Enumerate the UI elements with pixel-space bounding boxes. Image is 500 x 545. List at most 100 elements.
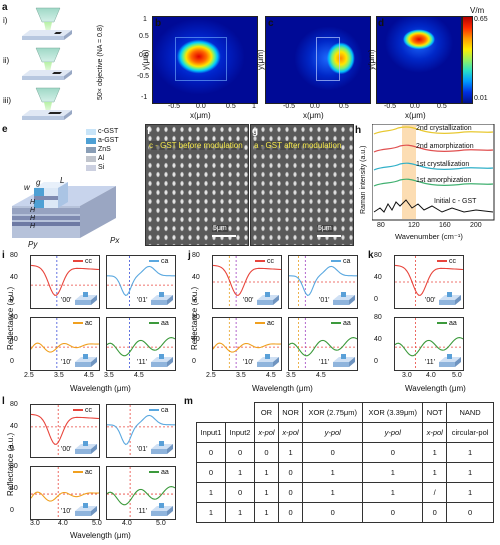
table-cell: 0 — [277, 502, 304, 523]
table-cell: 1 — [195, 482, 227, 503]
legend-swatch — [73, 409, 83, 411]
table-cell: / — [422, 482, 448, 503]
reflect-xtick: 4.5 — [266, 372, 276, 379]
subplot-canvas — [395, 318, 463, 370]
table-cell: 0 — [195, 442, 227, 463]
state-code: '11' — [137, 359, 147, 366]
reflect-ytick: 40 — [10, 423, 18, 430]
field-xtick: -0.5 — [283, 103, 296, 110]
legend-swatch — [149, 260, 159, 262]
sem-scalebar-after: 5μm — [317, 225, 333, 232]
field-xtick: 0.0 — [196, 103, 206, 110]
reflectance-curve — [289, 337, 357, 357]
legend-swatch — [437, 322, 447, 324]
step-label-2: ii) — [3, 56, 10, 65]
series-legend: cc — [437, 258, 456, 265]
field-xlabel-c: x(μm) — [303, 111, 324, 120]
legend-label: ca — [161, 407, 169, 414]
device-icon — [151, 354, 173, 367]
field-map-d — [376, 16, 462, 104]
sem-caption-before: c - GST before modulation — [149, 141, 243, 150]
reflect-xtick: 3.5 — [286, 372, 296, 379]
reflect-ytick: 80 — [10, 463, 18, 470]
table-row: 0 0 0 1 0 0 1 1 — [195, 442, 494, 463]
state-code: '00' — [243, 297, 254, 304]
device-icon — [75, 503, 97, 516]
field-ytick: -0.5 — [137, 73, 150, 80]
table-cell: 0 — [195, 462, 227, 483]
reflectance-subplot: ca '01' — [106, 404, 176, 458]
series-legend: cc — [73, 258, 92, 265]
subplot-canvas — [107, 256, 175, 308]
device-icon — [75, 354, 97, 367]
reflect-ytick: 0 — [192, 358, 196, 365]
device-icon — [439, 354, 461, 367]
device-icon — [75, 441, 97, 454]
reflect-ytick: 40 — [192, 274, 200, 281]
objective-label: 50× objective (NA = 0.8) — [97, 24, 104, 100]
panel-label-d: d — [378, 18, 385, 29]
reflect-xtick: 3.0 — [402, 372, 412, 379]
subplot-canvas — [31, 318, 99, 370]
field-map-c — [265, 16, 371, 104]
table-row: 1 0 1 0 1 1 / 1 — [195, 482, 494, 503]
label-H4: H — [30, 223, 36, 230]
state-code: '10' — [61, 359, 72, 366]
subplot-canvas — [107, 318, 175, 370]
legend-swatch — [255, 322, 265, 324]
legend-swatch — [331, 322, 341, 324]
reflectance-subplot: ca '01' — [288, 255, 358, 309]
field-ytick: 0.5 — [139, 33, 149, 40]
device-icon — [257, 354, 279, 367]
table-cell: 0 — [225, 442, 256, 463]
legend-label: aa — [161, 320, 169, 327]
table-cell: 1 — [195, 502, 227, 523]
table-cell: 1 — [302, 482, 364, 503]
device-icon — [151, 441, 173, 454]
table-cell: 0 — [277, 462, 304, 483]
header-cell: NAND — [446, 402, 494, 423]
field-xtick: 0.5 — [339, 103, 349, 110]
legend-swatch — [255, 260, 265, 262]
reflectance-curve — [289, 265, 357, 297]
sem-image-before: c - GST before modulation 5μm — [145, 124, 249, 246]
reflect-xtick: 3.5 — [54, 372, 64, 379]
reflectance-subplot: ac '10' — [212, 317, 282, 371]
reflectance-curve — [107, 337, 175, 357]
reflect-ytick: 80 — [192, 252, 200, 259]
reflectance-curve — [31, 413, 99, 445]
device-icon — [333, 292, 355, 305]
panel-label-b: b — [155, 18, 162, 29]
header-cell: NOT — [422, 402, 448, 423]
reflect-ytick: 40 — [10, 485, 18, 492]
reflect-ytick: 0 — [192, 296, 196, 303]
reflect-ytick: 40 — [374, 274, 382, 281]
raman-xtick: 120 — [408, 222, 420, 229]
reflect-ytick: 0 — [10, 507, 14, 514]
header-cell: XOR (3.39μm) — [362, 402, 424, 423]
legend-swatch — [73, 260, 83, 262]
panel-label-i: i — [2, 250, 5, 261]
reflectance-subplot: cc '00' — [30, 404, 100, 458]
layer-legend-al: Al — [98, 155, 105, 162]
subplot-canvas — [107, 405, 175, 457]
reflectance-subplot: aa '11' — [394, 317, 464, 371]
reflect-ytick: 80 — [374, 252, 382, 259]
table-row: 0 1 1 0 1 1 1 1 — [195, 462, 494, 483]
raman-label-2nd-cryst: 2nd crystallization — [416, 125, 472, 132]
table-cell: 1 — [362, 482, 424, 503]
table-header-row: OR NOR XOR (2.75μm) XOR (3.39μm) NOT NAN… — [197, 402, 494, 423]
series-legend: ac — [73, 320, 92, 327]
label-H3: H — [30, 215, 36, 222]
layer-legend-cgst: c-GST — [98, 128, 119, 135]
table-cell: 1 — [446, 482, 494, 503]
colorbar — [462, 16, 473, 104]
reflect-xtick: 3.0 — [30, 520, 40, 527]
series-legend: ac — [255, 320, 274, 327]
header-cell — [226, 403, 255, 423]
device-icon — [257, 292, 279, 305]
field-xtick: 0.5 — [226, 103, 236, 110]
panel-label-j: j — [188, 250, 191, 261]
colorbar-unit: V/m — [470, 6, 485, 15]
subplot-canvas — [107, 467, 175, 519]
